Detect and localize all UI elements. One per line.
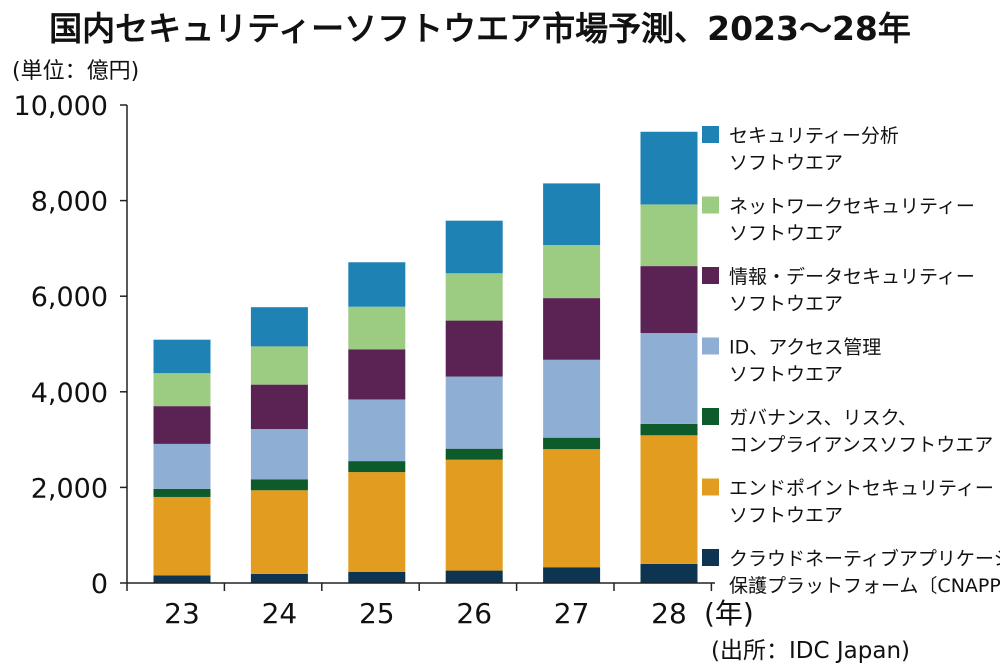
- bar-segment-2: [348, 472, 406, 573]
- bar-segment-6: [640, 204, 698, 267]
- legend-label: 保護プラットフォーム〔CNAPP〕: [729, 575, 1000, 597]
- x-unit-label: (年): [704, 597, 754, 630]
- y-axis: 0 2,000 4,000 6,000 8,000 10,000: [14, 91, 128, 600]
- x-tick-label: 26: [456, 597, 492, 630]
- bar-segment-4: [543, 359, 601, 438]
- legend-label: ソフトウエア: [729, 152, 843, 174]
- bar-segment-3: [348, 461, 406, 473]
- y-tick-label: 2,000: [31, 473, 108, 504]
- y-tick-label: 4,000: [31, 378, 108, 409]
- bar-segment-5: [445, 320, 503, 377]
- legend: セキュリティー分析ソフトウエアネットワークセキュリティーソフトウエア情報・データ…: [702, 125, 1000, 597]
- bar-segment-7: [153, 339, 211, 374]
- bar-segment-2: [543, 449, 601, 568]
- bar-segment-2: [153, 496, 211, 576]
- bar-segment-4: [153, 443, 211, 489]
- bar-segment-7: [348, 262, 406, 307]
- bar-segment-1: [543, 567, 601, 583]
- x-tick-label: 27: [554, 597, 590, 630]
- bar-segment-5: [543, 298, 601, 360]
- bar-segment-3: [543, 437, 601, 450]
- x-tick-label: 24: [262, 597, 298, 630]
- bar-segment-6: [250, 346, 308, 385]
- legend-swatch: [702, 337, 719, 355]
- x-tick-label: 23: [164, 597, 200, 630]
- y-tick-label: 0: [91, 569, 108, 600]
- legend-label: エンドポイントセキュリティー: [729, 478, 994, 500]
- y-tick-label: 10,000: [14, 91, 108, 122]
- bar-segment-3: [250, 479, 308, 491]
- bar-segment-2: [250, 490, 308, 574]
- bar-segment-7: [640, 131, 698, 205]
- bar-segment-1: [153, 575, 211, 583]
- legend-swatch: [702, 126, 719, 143]
- bar-series: [153, 131, 698, 583]
- legend-swatch: [702, 196, 719, 214]
- x-axis: 23 24 25 26 27 28: [126, 582, 715, 630]
- bar-segment-1: [348, 572, 406, 583]
- legend-label: セキュリティー分析: [729, 125, 899, 147]
- legend-label: コンプライアンスソフトウエア: [729, 434, 993, 456]
- legend-label: ネットワークセキュリティー: [729, 196, 975, 218]
- y-tick-label: 6,000: [31, 282, 108, 313]
- bar-segment-1: [640, 563, 698, 583]
- bar-segment-3: [640, 423, 698, 436]
- bar-segment-5: [640, 266, 698, 334]
- legend-swatch: [702, 408, 719, 425]
- bar-segment-6: [543, 245, 601, 299]
- bar-segment-2: [640, 435, 698, 564]
- bar-segment-2: [445, 459, 503, 571]
- legend-swatch: [702, 549, 719, 566]
- bar-segment-4: [348, 399, 406, 462]
- legend-label: 情報・データセキュリティー: [729, 266, 975, 288]
- bar-segment-4: [640, 333, 698, 424]
- bar-segment-4: [445, 376, 503, 449]
- bar-segment-6: [153, 373, 211, 407]
- unit-label: (単位：億円): [12, 59, 139, 84]
- legend-label: ガバナンス、リスク、: [729, 407, 917, 429]
- legend-swatch: [702, 267, 719, 284]
- bar-segment-6: [348, 306, 406, 350]
- source-note: (出所：IDC Japan): [711, 638, 910, 664]
- bar-segment-3: [445, 448, 503, 460]
- legend-label: ソフトウエア: [729, 223, 843, 245]
- legend-label: クラウドネーティブアプリケーション: [729, 547, 1000, 570]
- bar-segment-7: [250, 307, 308, 347]
- bar-segment-1: [250, 573, 308, 583]
- legend-label: ID、アクセス管理: [729, 337, 881, 359]
- bar-segment-5: [250, 384, 308, 430]
- chart-title: 国内セキュリティーソフトウエア市場予測、2023～28年: [49, 9, 911, 48]
- bar-segment-5: [348, 349, 406, 400]
- bar-segment-5: [153, 406, 211, 444]
- legend-label: ソフトウエア: [729, 293, 843, 315]
- bar-segment-1: [445, 570, 503, 583]
- bar-segment-7: [543, 183, 601, 246]
- bar-segment-3: [153, 488, 211, 497]
- y-tick-label: 8,000: [31, 187, 108, 218]
- legend-label: ソフトウエア: [729, 364, 843, 386]
- bar-segment-4: [250, 429, 308, 480]
- bar-segment-6: [445, 273, 503, 321]
- bar-segment-7: [445, 220, 503, 274]
- x-tick-label: 28: [651, 597, 687, 630]
- legend-swatch: [702, 478, 719, 496]
- x-tick-label: 25: [359, 597, 395, 630]
- legend-label: ソフトウエア: [729, 505, 843, 527]
